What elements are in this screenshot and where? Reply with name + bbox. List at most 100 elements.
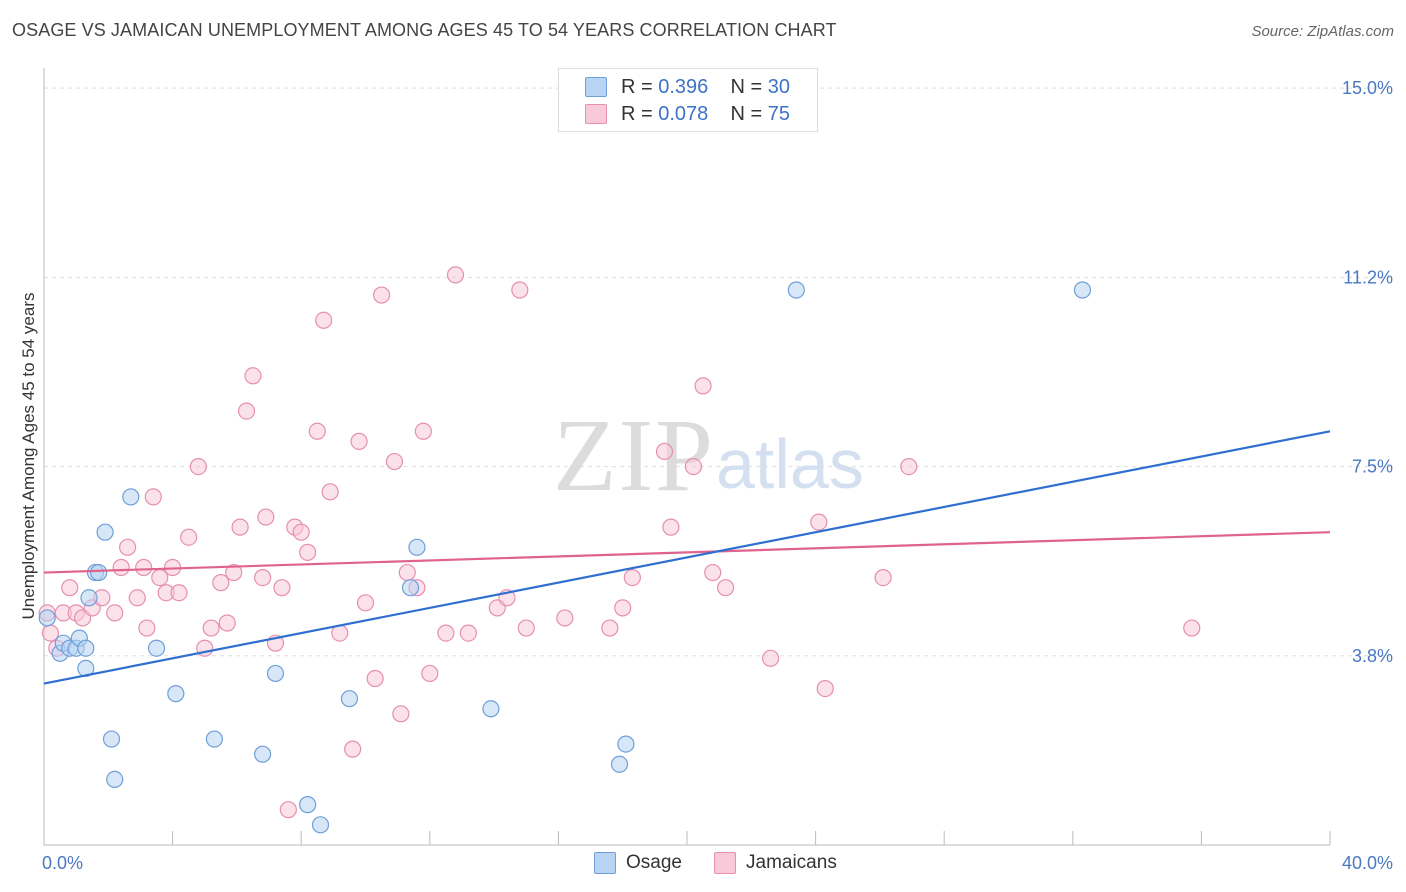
osage-point (408, 538, 426, 556)
jamaicans-point (372, 286, 391, 304)
jamaicans-point (900, 457, 918, 476)
osage-point (147, 639, 166, 657)
watermark-atlas: atlas (716, 425, 864, 503)
axis-layer (43, 68, 1331, 846)
jamaicans-point (556, 609, 574, 627)
legend-r-value: 0.396 (658, 75, 709, 98)
jamaicans-point (392, 705, 410, 723)
series-jamaicans (38, 266, 1201, 819)
jamaicans-point (144, 488, 162, 506)
watermark-zip: ZIP (553, 398, 715, 513)
osage-point (340, 690, 359, 708)
legend-r-label: R = (621, 75, 653, 98)
y-tick-label: 11.2% (1343, 267, 1393, 287)
osage-point (106, 770, 124, 789)
osage-legend-swatch (594, 852, 616, 874)
jamaicans-point (218, 614, 236, 632)
jamaicans-point (601, 619, 619, 637)
osage-trend-line (43, 430, 1331, 685)
y-axis-label: Unemployment Among Ages 45 to 54 years (19, 293, 38, 620)
jamaicans-point (225, 563, 243, 582)
jamaicans-point (511, 281, 529, 299)
jamaicans-point (308, 422, 326, 440)
osage-point (77, 639, 95, 657)
osage-point (254, 745, 272, 763)
osage-point (80, 589, 98, 607)
jamaicans-point (292, 523, 310, 541)
jamaicans-point (112, 558, 130, 577)
jamaicans-point (655, 442, 674, 461)
jamaicans-point (237, 402, 256, 420)
osage-point (610, 755, 629, 773)
jamaicans-point (366, 669, 384, 688)
legend-item-jamaicans: Jamaicans (714, 852, 837, 874)
jamaicans-point (356, 594, 375, 612)
osage-point (102, 730, 121, 748)
osage-point (96, 523, 114, 541)
jamaicans-point (321, 483, 339, 501)
legend-n-label: N = (730, 75, 763, 98)
jamaicans-point (398, 563, 416, 582)
jamaicans-point (662, 518, 680, 536)
jamaicans-point (816, 679, 834, 698)
osage-point (167, 685, 185, 703)
jamaicans-point (244, 367, 262, 385)
legend-n-value: 30 (767, 75, 791, 98)
jamaicans-point (138, 619, 156, 637)
legend-row-osage: R = 0.396 N = 30 (585, 75, 790, 99)
osage-point (266, 664, 285, 683)
jamaicans-point (170, 584, 188, 602)
osage-swatch (585, 77, 607, 97)
legend-n-label: N = (730, 102, 763, 125)
legend-item-osage: Osage (594, 852, 682, 874)
osage-point (482, 700, 500, 718)
jamaicans-point (517, 619, 535, 637)
jamaicans-point (135, 558, 153, 577)
jamaicans-legend-label: Jamaicans (746, 852, 837, 873)
stats-legend: R = 0.396 N = 30 R = 0.078 N = 75 (558, 68, 818, 132)
jamaicans-point (437, 624, 455, 642)
osage-point (205, 730, 223, 748)
jamaicans-point (704, 563, 722, 582)
osage-point (122, 488, 140, 506)
jamaicans-point (385, 452, 404, 471)
osage-point (299, 796, 317, 814)
jamaicans-point (273, 579, 291, 597)
jamaicans-point (128, 589, 146, 607)
jamaicans-point (189, 457, 207, 476)
jamaicans-point (202, 619, 220, 637)
legend-r-label: R = (621, 102, 653, 125)
jamaicans-point (761, 649, 780, 667)
jamaicans-point (614, 599, 632, 617)
jamaicans-point (279, 801, 297, 819)
osage-point (311, 816, 330, 834)
osage-point (787, 281, 805, 299)
jamaicans-point (212, 574, 230, 592)
jamaicans-point (414, 422, 432, 440)
jamaicans-trend-line (43, 531, 1331, 574)
source-label: Source: ZipAtlas.com (1251, 23, 1394, 40)
jamaicans-point (61, 579, 79, 597)
jamaicans-point (459, 624, 477, 642)
jamaicans-point (299, 543, 317, 561)
osage-point (90, 563, 108, 582)
jamaicans-point (1183, 619, 1201, 637)
jamaicans-point (344, 740, 362, 758)
jamaicans-point (180, 528, 198, 546)
jamaicans-point (874, 568, 892, 587)
osage-point (1073, 281, 1092, 299)
jamaicans-point (684, 457, 703, 476)
jamaicans-point (350, 432, 368, 450)
y-tick-labels: 15.0% 11.2% 7.5% 3.8% (1342, 78, 1393, 666)
legend-row-jamaicans: R = 0.078 N = 75 (585, 102, 790, 126)
watermark: ZIP atlas (553, 398, 864, 513)
osage-point (38, 609, 56, 627)
jamaicans-point (315, 311, 333, 329)
x-tick-labels: 0.0% 40.0% (42, 853, 1393, 873)
osage-point (617, 735, 635, 753)
jamaicans-point (231, 518, 249, 536)
jamaicans-point (716, 579, 735, 597)
legend-n-value: 75 (767, 102, 791, 125)
y-tick-label: 7.5% (1352, 457, 1393, 477)
